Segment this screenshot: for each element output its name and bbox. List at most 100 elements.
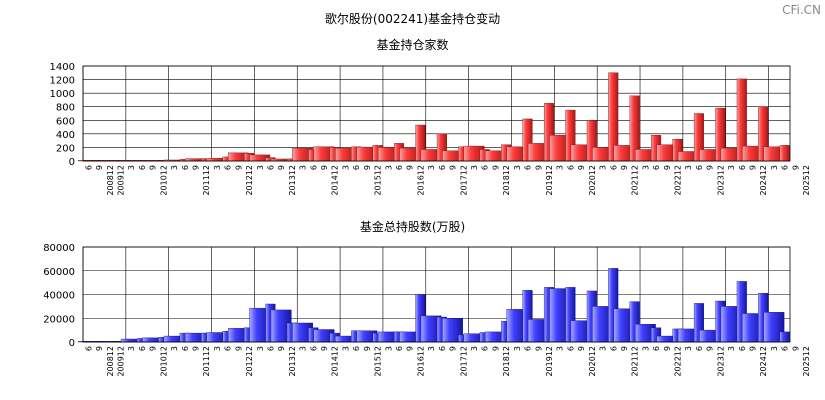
c1-ytick-label: 400 bbox=[56, 130, 75, 141]
c2-xtick-label: 3 bbox=[599, 346, 608, 351]
c1-xtick-label: 6 bbox=[695, 165, 704, 170]
c2-ytick-label: 60000 bbox=[43, 267, 75, 278]
c2-xtick-label: 3 bbox=[341, 346, 350, 351]
c1-xtick-label: 6 bbox=[524, 165, 533, 170]
c2-xtick-label: 9 bbox=[491, 346, 500, 351]
c1-xtick-label: 3 bbox=[256, 165, 265, 170]
c1-xtick-label: 3 bbox=[127, 165, 136, 170]
c2-xtick-label: 3 bbox=[556, 346, 565, 351]
c2-xtick-label: 202012 bbox=[588, 346, 597, 377]
c1-xtick-label: 201212 bbox=[245, 165, 254, 196]
c2-xtick-label: 3 bbox=[684, 346, 693, 351]
c2-xtick-label: 9 bbox=[320, 346, 329, 351]
c1-xtick-label: 6 bbox=[566, 165, 575, 170]
c1-ytick-label: 1000 bbox=[50, 89, 75, 100]
c1-xtick-label: 3 bbox=[384, 165, 393, 170]
c2-xtick-label: 6 bbox=[609, 346, 618, 351]
c1-xtick-label: 3 bbox=[470, 165, 479, 170]
c1-xtick-label: 201412 bbox=[331, 165, 340, 196]
c2-xtick-label: 9 bbox=[706, 346, 715, 351]
c2-ytick-label: 40000 bbox=[43, 291, 75, 302]
c1-xtick-label: 201512 bbox=[374, 165, 383, 196]
c2-xtick-label: 201812 bbox=[502, 346, 511, 377]
c1-xtick-label: 3 bbox=[599, 165, 608, 170]
c2-xtick-label: 3 bbox=[213, 346, 222, 351]
c2-xtick-label: 200812 bbox=[106, 346, 115, 377]
c2-xtick-label: 3 bbox=[727, 346, 736, 351]
c2-xtick-label: 3 bbox=[170, 346, 179, 351]
c1-xtick-label: 9 bbox=[149, 165, 158, 170]
c2-xtick-label: 201312 bbox=[288, 346, 297, 377]
c1-xtick-label: 9 bbox=[620, 165, 629, 170]
c1-xtick-label: 3 bbox=[641, 165, 650, 170]
c1-plot-area bbox=[83, 66, 790, 161]
c2-bar-65 bbox=[779, 331, 790, 343]
c1-xtick-label: 6 bbox=[609, 165, 618, 170]
c2-xtick-label: 9 bbox=[449, 346, 458, 351]
c2-xtick-label: 202212 bbox=[674, 346, 683, 377]
c1-xtick-label: 9 bbox=[191, 165, 200, 170]
c1-xtick-label: 6 bbox=[781, 165, 790, 170]
c2-xtick-label: 3 bbox=[513, 346, 522, 351]
c2-xtick-label: 3 bbox=[299, 346, 308, 351]
c2-xtick-label: 6 bbox=[566, 346, 575, 351]
c1-xtick-label: 6 bbox=[309, 165, 318, 170]
c2-ytick-label: 20000 bbox=[43, 314, 75, 325]
c1-xtick-label: 6 bbox=[181, 165, 190, 170]
c1-xtick-label: 9 bbox=[534, 165, 543, 170]
c1-xtick-label: 3 bbox=[341, 165, 350, 170]
c2-xtick-label: 6 bbox=[84, 346, 93, 351]
c1-xtick-label: 200912 bbox=[116, 165, 125, 196]
c2-xtick-label: 6 bbox=[695, 346, 704, 351]
c1-xtick-label: 202012 bbox=[588, 165, 597, 196]
c2-xtick-label: 6 bbox=[181, 346, 190, 351]
c2-xtick-label: 201212 bbox=[245, 346, 254, 377]
c2-xtick-label: 6 bbox=[524, 346, 533, 351]
c2-xtick-label: 3 bbox=[127, 346, 136, 351]
c1-xtick-label: 9 bbox=[320, 165, 329, 170]
c2-xtick-label: 202112 bbox=[631, 346, 640, 377]
c1-xtick-label: 201712 bbox=[459, 165, 468, 196]
c1-xtick-label: 202212 bbox=[674, 165, 683, 196]
c2-xtick-label: 9 bbox=[277, 346, 286, 351]
c2-plot-border bbox=[82, 246, 791, 343]
c1-xtick-label: 3 bbox=[770, 165, 779, 170]
watermark: CFi.CN bbox=[782, 3, 821, 17]
c1-xtick-label: 201612 bbox=[416, 165, 425, 196]
c2-xtick-label: 9 bbox=[534, 346, 543, 351]
c1-xtick-label: 3 bbox=[727, 165, 736, 170]
c2-xtick-label: 6 bbox=[224, 346, 233, 351]
c1-xtick-label: 6 bbox=[266, 165, 275, 170]
c2-xtick-label: 200912 bbox=[116, 346, 125, 377]
c2-xtick-label: 3 bbox=[770, 346, 779, 351]
c2-xtick-label: 201512 bbox=[374, 346, 383, 377]
c2-xtick-label: 6 bbox=[481, 346, 490, 351]
c1-xtick-label: 3 bbox=[299, 165, 308, 170]
c2-xtick-label: 6 bbox=[781, 346, 790, 351]
c1-xtick-label: 6 bbox=[352, 165, 361, 170]
c2-xtick-label: 6 bbox=[652, 346, 661, 351]
c1-xtick-label: 9 bbox=[234, 165, 243, 170]
c2-ytick-label: 0 bbox=[69, 338, 75, 349]
c2-xtick-label: 6 bbox=[352, 346, 361, 351]
c2-xtick-label: 6 bbox=[738, 346, 747, 351]
c1-xtick-label: 9 bbox=[406, 165, 415, 170]
c1-xtick-label: 201312 bbox=[288, 165, 297, 196]
c1-xtick-label: 3 bbox=[556, 165, 565, 170]
c2-xtick-label: 201912 bbox=[545, 346, 554, 377]
c2-xtick-label: 3 bbox=[470, 346, 479, 351]
c2-xtick-label: 6 bbox=[438, 346, 447, 351]
c1-xtick-label: 6 bbox=[652, 165, 661, 170]
c1-xtick-label: 6 bbox=[738, 165, 747, 170]
c1-ytick-label: 800 bbox=[56, 103, 75, 114]
c1-xtick-label: 9 bbox=[663, 165, 672, 170]
c1-ytick-label: 0 bbox=[69, 157, 75, 168]
c1-xtick-label: 3 bbox=[170, 165, 179, 170]
c1-xtick-label: 6 bbox=[438, 165, 447, 170]
chart1-title: 基金持仓家数 bbox=[376, 38, 449, 52]
chart2-title: 基金总持股数(万股) bbox=[359, 220, 466, 234]
c2-xtick-label: 9 bbox=[234, 346, 243, 351]
